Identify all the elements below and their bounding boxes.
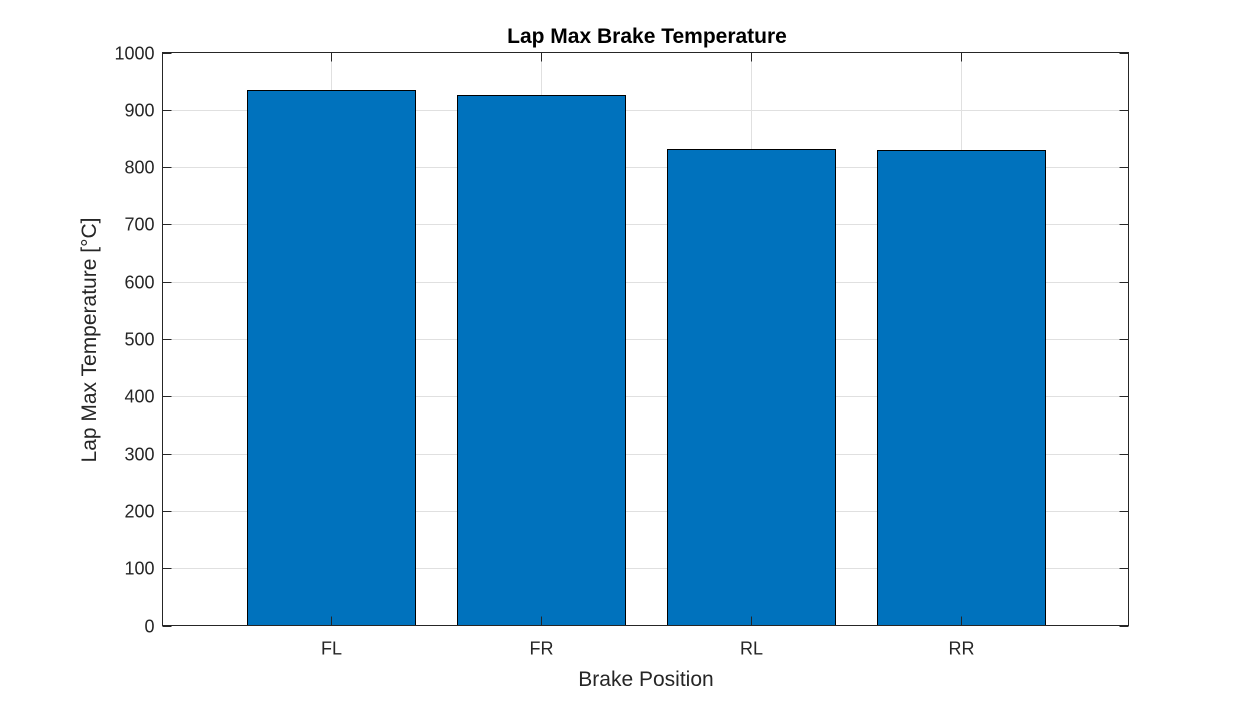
x-axis-label: Brake Position xyxy=(578,668,713,691)
y-tick-label: 0 xyxy=(144,617,154,637)
chart-title: Lap Max Brake Temperature xyxy=(507,25,787,48)
y-tick-label: 900 xyxy=(124,101,154,121)
x-tick-label: FL xyxy=(321,639,342,659)
y-tick-label: 400 xyxy=(124,387,154,407)
y-tick-label: 200 xyxy=(124,502,154,522)
axis-ticks: 0 100 200 300 400 500 600 700 800 900 1000 FL FR RL RR xyxy=(114,44,1129,659)
bar-rl xyxy=(667,149,836,626)
x-tick-label: RR xyxy=(949,639,975,659)
y-tick-label: 100 xyxy=(124,559,154,579)
x-tick-label: RL xyxy=(740,639,763,659)
bar-fr xyxy=(457,95,626,626)
y-tick-label: 800 xyxy=(124,158,154,178)
y-axis-label: Lap Max Temperature [°C] xyxy=(78,218,101,463)
bars xyxy=(247,90,1046,626)
x-tick-label: FR xyxy=(530,639,554,659)
bar-fl xyxy=(247,90,416,626)
y-tick-label: 300 xyxy=(124,445,154,465)
y-tick-label: 500 xyxy=(124,330,154,350)
y-tick-label: 600 xyxy=(124,273,154,293)
y-tick-label: 700 xyxy=(124,215,154,235)
bar-rr xyxy=(877,150,1046,626)
y-tick-label: 1000 xyxy=(114,44,154,64)
